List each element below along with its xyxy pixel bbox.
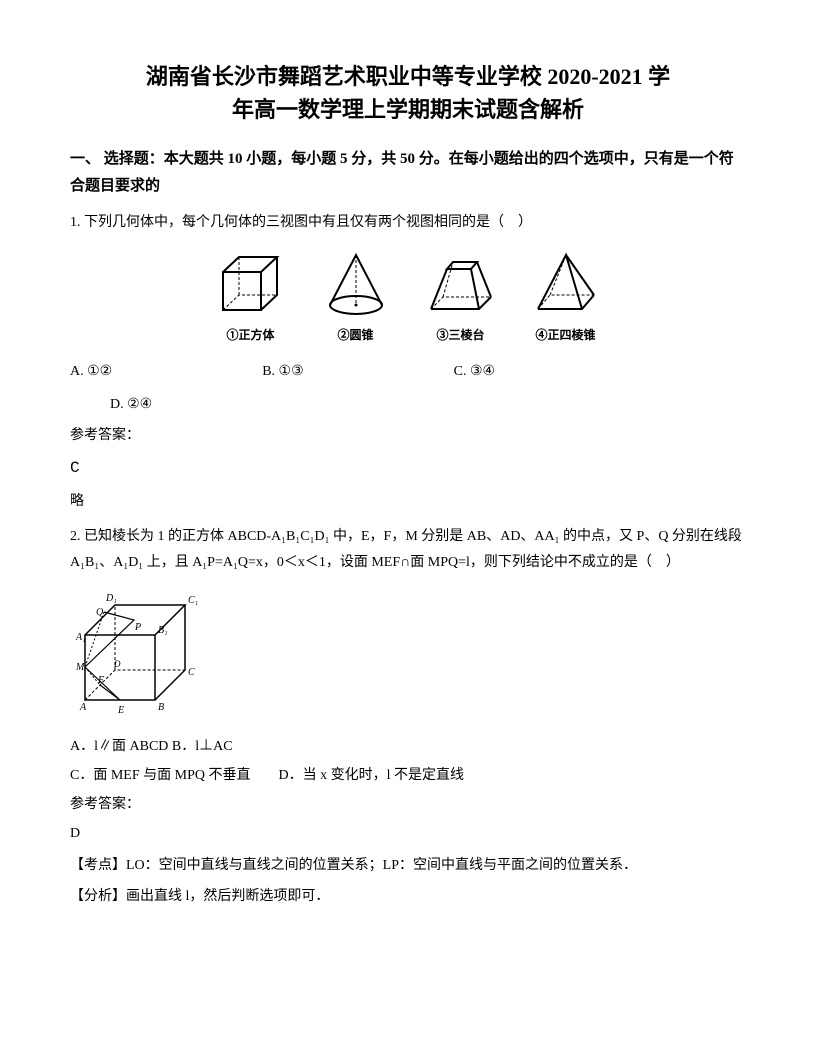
q2-analysis-1: 【考点】LO：空间中直线与直线之间的位置关系；LP：空间中直线与平面之间的位置关… [70,853,746,878]
q2-option-cd: C．面 MEF 与面 MPQ 不垂直 D．当 x 变化时，l 不是定直线 [70,763,746,788]
figure-4-label: ④正四棱锥 [535,325,595,347]
q2-cube-diagram: A E B C F A₁ M B₁ P D₁ Q C₁ D [70,585,746,724]
section-header: 一、 选择题：本大题共 10 小题，每小题 5 分，共 50 分。在每小题给出的… [70,146,746,200]
svg-text:B: B [158,702,164,713]
svg-text:E: E [117,705,124,715]
svg-text:F: F [97,675,105,686]
option-b: B. ①③ [262,359,303,384]
q1-answer: C [70,454,746,483]
svg-text:A: A [79,702,87,713]
q2-answer-label: 参考答案： [70,792,746,817]
figure-1-label: ①正方体 [226,325,274,347]
frustum-icon [421,247,501,322]
figure-row: ①正方体 ②圆锥 ③三棱台 ④正四棱锥 [70,247,746,347]
figure-3: ③三棱台 [421,247,501,347]
q2-analysis-2: 【分析】画出直线 l，然后判断选项即可． [70,884,746,909]
title-line-1: 湖南省长沙市舞蹈艺术职业中等专业学校 2020-2021 学 [70,60,746,93]
cone-icon [316,247,396,322]
figure-2-label: ②圆锥 [337,325,373,347]
cube-icon [211,247,291,322]
svg-text:C: C [188,667,195,678]
svg-text:C₁: C₁ [188,595,198,606]
question-2-text: 2. 已知棱长为 1 的正方体 ABCD‑A₁B₁C₁D₁ 中，E，F，M 分别… [70,524,746,574]
svg-text:P: P [134,622,141,633]
q1-answer-label: 参考答案： [70,423,746,448]
svg-text:Q: Q [96,607,104,618]
figure-4: ④正四棱锥 [526,247,606,347]
figure-3-label: ③三棱台 [436,325,484,347]
option-c: C. ③④ [454,359,495,384]
option-d: D. ②④ [110,392,746,417]
figure-1: ①正方体 [211,247,291,347]
pyramid-icon [526,247,606,322]
title-line-2: 年高一数学理上学期期末试题含解析 [70,93,746,126]
figure-2: ②圆锥 [316,247,396,347]
q1-options-row: A. ①② B. ①③ C. ③④ [70,359,746,384]
svg-text:A₁: A₁ [75,632,86,643]
question-1-text: 1. 下列几何体中，每个几何体的三视图中有且仅有两个视图相同的是（ ） [70,210,746,235]
svg-text:M: M [75,662,85,673]
page-title: 湖南省长沙市舞蹈艺术职业中等专业学校 2020-2021 学 年高一数学理上学期… [70,60,746,126]
svg-text:B₁: B₁ [158,625,168,636]
svg-text:D₁: D₁ [105,593,117,604]
q2-answer: D [70,821,746,846]
svg-text:D: D [113,659,121,669]
option-a: A. ①② [70,359,112,384]
q2-option-ab: A．l∥面 ABCD B．l⊥AC [70,734,746,759]
q1-brief: 略 [70,489,746,514]
